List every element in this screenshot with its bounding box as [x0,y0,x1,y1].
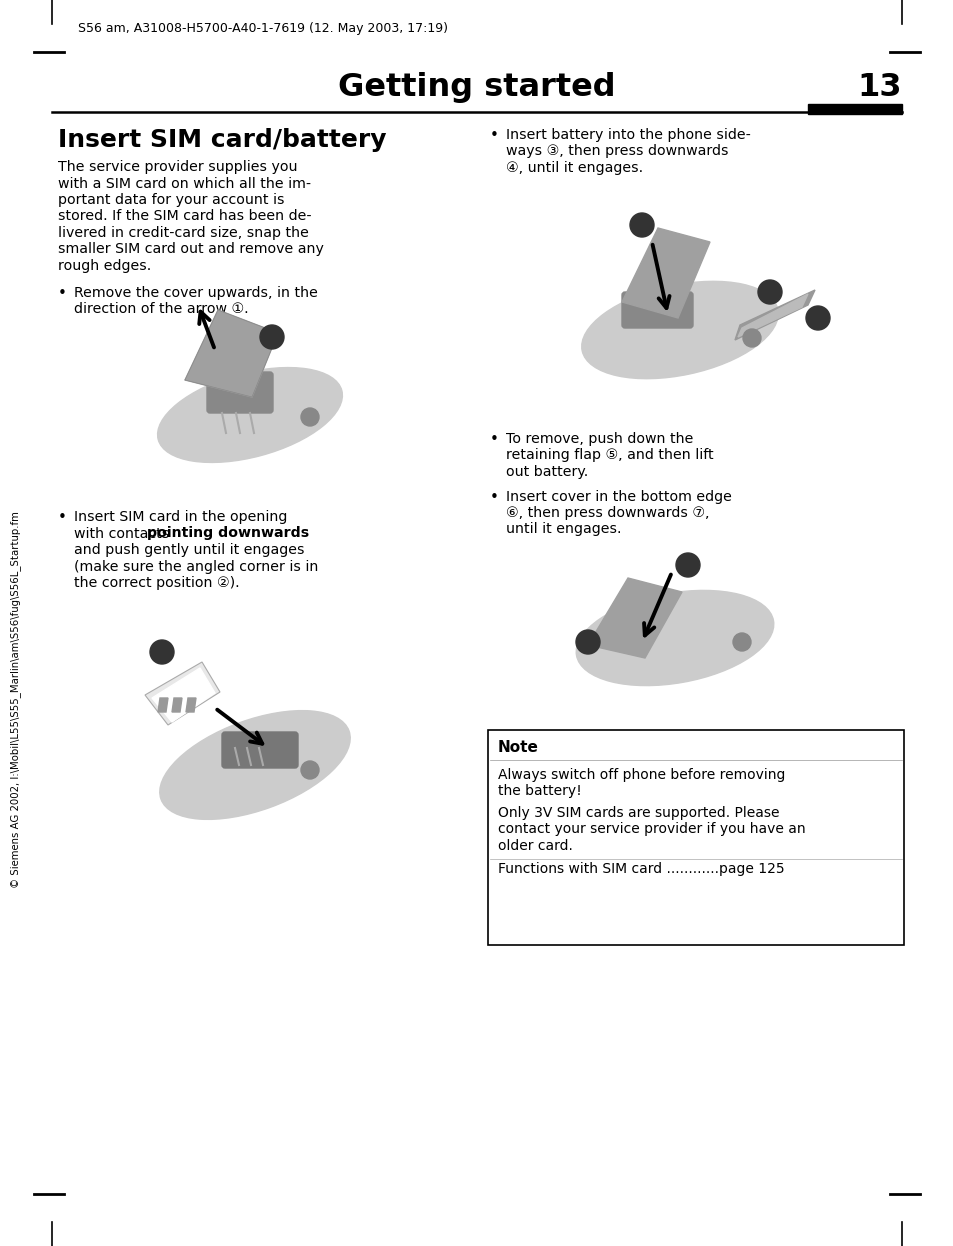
Text: retaining flap ⑤, and then lift: retaining flap ⑤, and then lift [505,449,713,462]
Text: Getting started: Getting started [337,72,616,103]
Text: •: • [58,510,67,525]
Text: Always switch off phone before removing: Always switch off phone before removing [497,768,784,782]
Text: direction of the arrow ①.: direction of the arrow ①. [74,302,249,316]
Polygon shape [587,578,681,658]
Polygon shape [152,668,214,721]
Text: The service provider supplies you: The service provider supplies you [58,159,297,174]
Circle shape [301,761,318,779]
Text: Insert battery into the phone side-: Insert battery into the phone side- [505,128,750,142]
Text: ④, until it engages.: ④, until it engages. [505,161,642,174]
FancyBboxPatch shape [207,373,273,412]
Text: with a SIM card on which all the im-: with a SIM card on which all the im- [58,177,311,191]
Text: Remove the cover upwards, in the: Remove the cover upwards, in the [74,285,317,299]
Text: •: • [490,490,498,505]
Text: until it engages.: until it engages. [505,522,620,537]
Circle shape [629,213,654,237]
Text: the battery!: the battery! [497,785,581,799]
Polygon shape [186,698,195,711]
Circle shape [676,553,700,577]
Text: and push gently until it engages: and push gently until it engages [74,543,304,557]
Bar [807,103,901,113]
Text: portant data for your account is: portant data for your account is [58,193,284,207]
Text: the correct position ②).: the correct position ②). [74,576,239,591]
Circle shape [301,407,318,426]
Polygon shape [734,290,814,340]
Circle shape [742,329,760,346]
Ellipse shape [576,591,773,685]
Bar [488,730,903,944]
Text: with contacts: with contacts [74,527,173,541]
Text: Insert SIM card/battery: Insert SIM card/battery [58,128,386,152]
Text: contact your service provider if you have an: contact your service provider if you hav… [497,822,804,836]
Text: 4: 4 [638,218,645,231]
Text: 2: 2 [158,645,166,658]
Text: pointing downwards: pointing downwards [147,527,309,541]
Polygon shape [145,662,220,725]
Ellipse shape [157,368,342,462]
Text: © Siemens AG 2002, I:\Mobil\L55\S55_Marlin\am\S56\fug\S56L_Startup.fm: © Siemens AG 2002, I:\Mobil\L55\S55_Marl… [10,512,21,888]
Text: rough edges.: rough edges. [58,259,152,273]
Text: 3: 3 [765,285,773,298]
Circle shape [576,630,599,654]
Text: (make sure the angled corner is in: (make sure the angled corner is in [74,559,318,573]
Text: 7: 7 [683,558,691,571]
Text: 6: 6 [583,635,592,648]
Text: older card.: older card. [497,839,572,854]
Text: To remove, push down the: To remove, push down the [505,432,693,446]
Text: ⑥, then press downwards ⑦,: ⑥, then press downwards ⑦, [505,506,709,520]
Polygon shape [158,698,168,711]
Text: •: • [490,128,498,143]
Text: 13: 13 [857,72,901,103]
Ellipse shape [159,710,350,820]
Circle shape [805,307,829,330]
Text: stored. If the SIM card has been de-: stored. If the SIM card has been de- [58,209,312,223]
Text: 5: 5 [813,312,821,324]
Ellipse shape [581,282,778,379]
Text: Functions with SIM card ............page 125: Functions with SIM card ............page… [497,862,783,876]
Circle shape [150,640,173,664]
Text: Note: Note [497,740,538,755]
Text: out battery.: out battery. [505,465,588,478]
Text: •: • [490,432,498,447]
Text: livered in credit-card size, snap the: livered in credit-card size, snap the [58,226,309,240]
Circle shape [260,325,284,349]
Circle shape [732,633,750,650]
Text: 1: 1 [268,330,275,343]
Text: ways ③, then press downwards: ways ③, then press downwards [505,145,728,158]
Text: Insert SIM card in the opening: Insert SIM card in the opening [74,510,287,525]
Polygon shape [185,310,277,397]
FancyBboxPatch shape [621,292,692,328]
Text: Insert cover in the bottom edge: Insert cover in the bottom edge [505,490,731,503]
Polygon shape [172,698,182,711]
Text: Only 3V SIM cards are supported. Please: Only 3V SIM cards are supported. Please [497,806,779,820]
FancyBboxPatch shape [222,731,297,768]
Text: smaller SIM card out and remove any: smaller SIM card out and remove any [58,243,323,257]
Polygon shape [621,228,709,318]
Text: •: • [58,285,67,300]
Circle shape [758,280,781,304]
Text: S56 am, A31008-H5700-A40-1-7619 (12. May 2003, 17:19): S56 am, A31008-H5700-A40-1-7619 (12. May… [78,22,448,35]
Polygon shape [738,294,807,336]
